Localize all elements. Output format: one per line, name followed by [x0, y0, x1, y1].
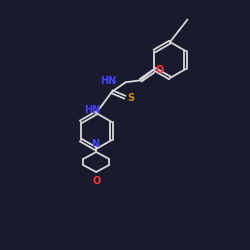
Text: HN: HN	[100, 76, 116, 86]
Text: S: S	[127, 93, 134, 103]
Text: O: O	[155, 65, 164, 75]
Text: O: O	[92, 176, 100, 186]
Text: N: N	[91, 139, 99, 149]
Text: HN: HN	[84, 105, 100, 115]
